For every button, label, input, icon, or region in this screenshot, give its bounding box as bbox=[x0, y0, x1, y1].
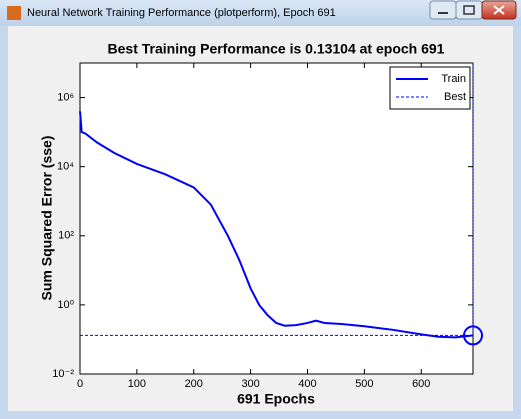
minimize-button[interactable] bbox=[430, 1, 456, 19]
y-tick-label: 10² bbox=[58, 230, 74, 242]
y-tick-label: 10⁴ bbox=[57, 161, 74, 173]
x-tick-label: 400 bbox=[298, 378, 316, 390]
x-tick-label: 600 bbox=[412, 378, 430, 390]
y-tick-label: 10⁻² bbox=[52, 368, 74, 380]
window-title: Neural Network Training Performance (plo… bbox=[27, 7, 336, 19]
legend-label: Train bbox=[441, 73, 466, 85]
y-axis-label: Sum Squared Error (sse) bbox=[39, 136, 55, 301]
x-tick-label: 500 bbox=[355, 378, 373, 390]
axes bbox=[80, 63, 473, 374]
window: Neural Network Training Performance (plo… bbox=[0, 0, 521, 419]
app-icon bbox=[7, 6, 21, 20]
chart-title: Best Training Performance is 0.13104 at … bbox=[108, 41, 445, 57]
maximize-button[interactable] bbox=[456, 1, 482, 19]
y-tick-label: 10⁶ bbox=[57, 91, 74, 103]
x-tick-label: 200 bbox=[185, 378, 203, 390]
x-tick-label: 0 bbox=[77, 378, 83, 390]
x-axis-label: 691 Epochs bbox=[237, 391, 315, 407]
x-tick-label: 100 bbox=[128, 378, 146, 390]
x-tick-label: 300 bbox=[241, 378, 259, 390]
legend-label: Best bbox=[444, 91, 466, 103]
y-tick-label: 10⁰ bbox=[57, 299, 74, 311]
